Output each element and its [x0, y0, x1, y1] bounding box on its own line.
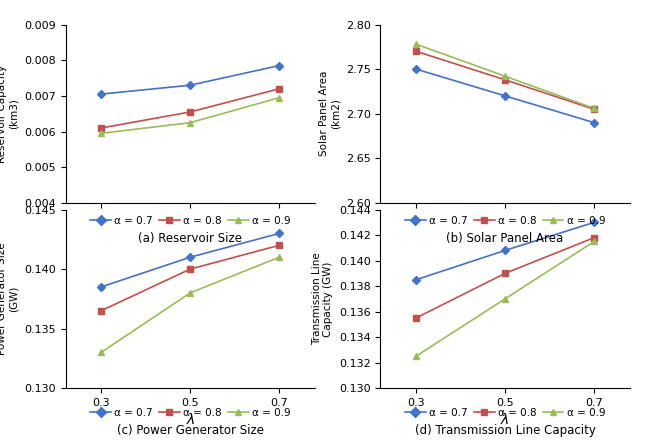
α = 0.8: [501, 271, 509, 276]
α = 0.9: [590, 106, 598, 111]
Y-axis label: Reservoir Capacity
(km3): Reservoir Capacity (km3): [0, 65, 18, 163]
Line: α = 0.8: α = 0.8: [413, 235, 597, 321]
α = 0.8: [97, 125, 105, 131]
X-axis label: λ: λ: [186, 228, 194, 242]
Legend: α = 0.7, α = 0.8, α = 0.9: α = 0.7, α = 0.8, α = 0.9: [401, 403, 609, 422]
X-axis label: λ: λ: [501, 413, 509, 427]
α = 0.7: [276, 63, 283, 68]
Line: α = 0.7: α = 0.7: [98, 231, 282, 290]
Line: α = 0.9: α = 0.9: [413, 41, 597, 111]
Text: (d) Transmission Line Capacity: (d) Transmission Line Capacity: [415, 424, 596, 437]
α = 0.7: [186, 83, 194, 88]
α = 0.7: [412, 66, 420, 72]
Y-axis label: Power Generator Size
(GW): Power Generator Size (GW): [0, 243, 18, 355]
α = 0.7: [590, 220, 598, 225]
α = 0.8: [590, 107, 598, 112]
Text: (c) Power Generator Size: (c) Power Generator Size: [117, 424, 264, 437]
α = 0.9: [97, 131, 105, 136]
Line: α = 0.9: α = 0.9: [98, 254, 282, 355]
α = 0.8: [186, 109, 194, 115]
Y-axis label: Transmission Line
Capacity (GW): Transmission Line Capacity (GW): [312, 252, 333, 345]
α = 0.9: [501, 296, 509, 301]
α = 0.7: [97, 284, 105, 289]
Text: (b) Solar Panel Area: (b) Solar Panel Area: [447, 232, 564, 245]
Text: (a) Reservoir Size: (a) Reservoir Size: [138, 232, 242, 245]
α = 0.9: [412, 41, 420, 47]
α = 0.8: [276, 86, 283, 91]
Line: α = 0.7: α = 0.7: [98, 63, 282, 97]
Legend: α = 0.7, α = 0.8, α = 0.9: α = 0.7, α = 0.8, α = 0.9: [86, 403, 295, 422]
α = 0.8: [590, 235, 598, 240]
X-axis label: λ: λ: [186, 413, 194, 427]
α = 0.8: [501, 77, 509, 83]
α = 0.8: [412, 315, 420, 321]
α = 0.7: [412, 277, 420, 282]
α = 0.8: [412, 49, 420, 54]
α = 0.8: [186, 266, 194, 272]
Y-axis label: Solar Panel Area
(km2): Solar Panel Area (km2): [319, 71, 340, 157]
α = 0.8: [97, 308, 105, 314]
Line: α = 0.9: α = 0.9: [413, 239, 597, 359]
α = 0.7: [501, 248, 509, 253]
α = 0.8: [276, 243, 283, 248]
Line: α = 0.9: α = 0.9: [98, 95, 282, 136]
α = 0.7: [501, 93, 509, 99]
α = 0.9: [276, 255, 283, 260]
α = 0.9: [186, 290, 194, 296]
Line: α = 0.7: α = 0.7: [413, 66, 597, 125]
Line: α = 0.7: α = 0.7: [413, 219, 597, 282]
α = 0.9: [501, 74, 509, 79]
α = 0.7: [590, 120, 598, 125]
Line: α = 0.8: α = 0.8: [98, 243, 282, 314]
α = 0.9: [276, 95, 283, 100]
Legend: α = 0.7, α = 0.8, α = 0.9: α = 0.7, α = 0.8, α = 0.9: [86, 211, 295, 230]
Line: α = 0.8: α = 0.8: [413, 49, 597, 112]
Line: α = 0.8: α = 0.8: [98, 86, 282, 131]
α = 0.9: [412, 354, 420, 359]
α = 0.7: [186, 255, 194, 260]
α = 0.9: [590, 239, 598, 244]
α = 0.9: [186, 120, 194, 125]
α = 0.7: [97, 91, 105, 97]
α = 0.9: [97, 350, 105, 355]
X-axis label: λ: λ: [501, 228, 509, 242]
α = 0.7: [276, 231, 283, 236]
Legend: α = 0.7, α = 0.8, α = 0.9: α = 0.7, α = 0.8, α = 0.9: [401, 211, 609, 230]
